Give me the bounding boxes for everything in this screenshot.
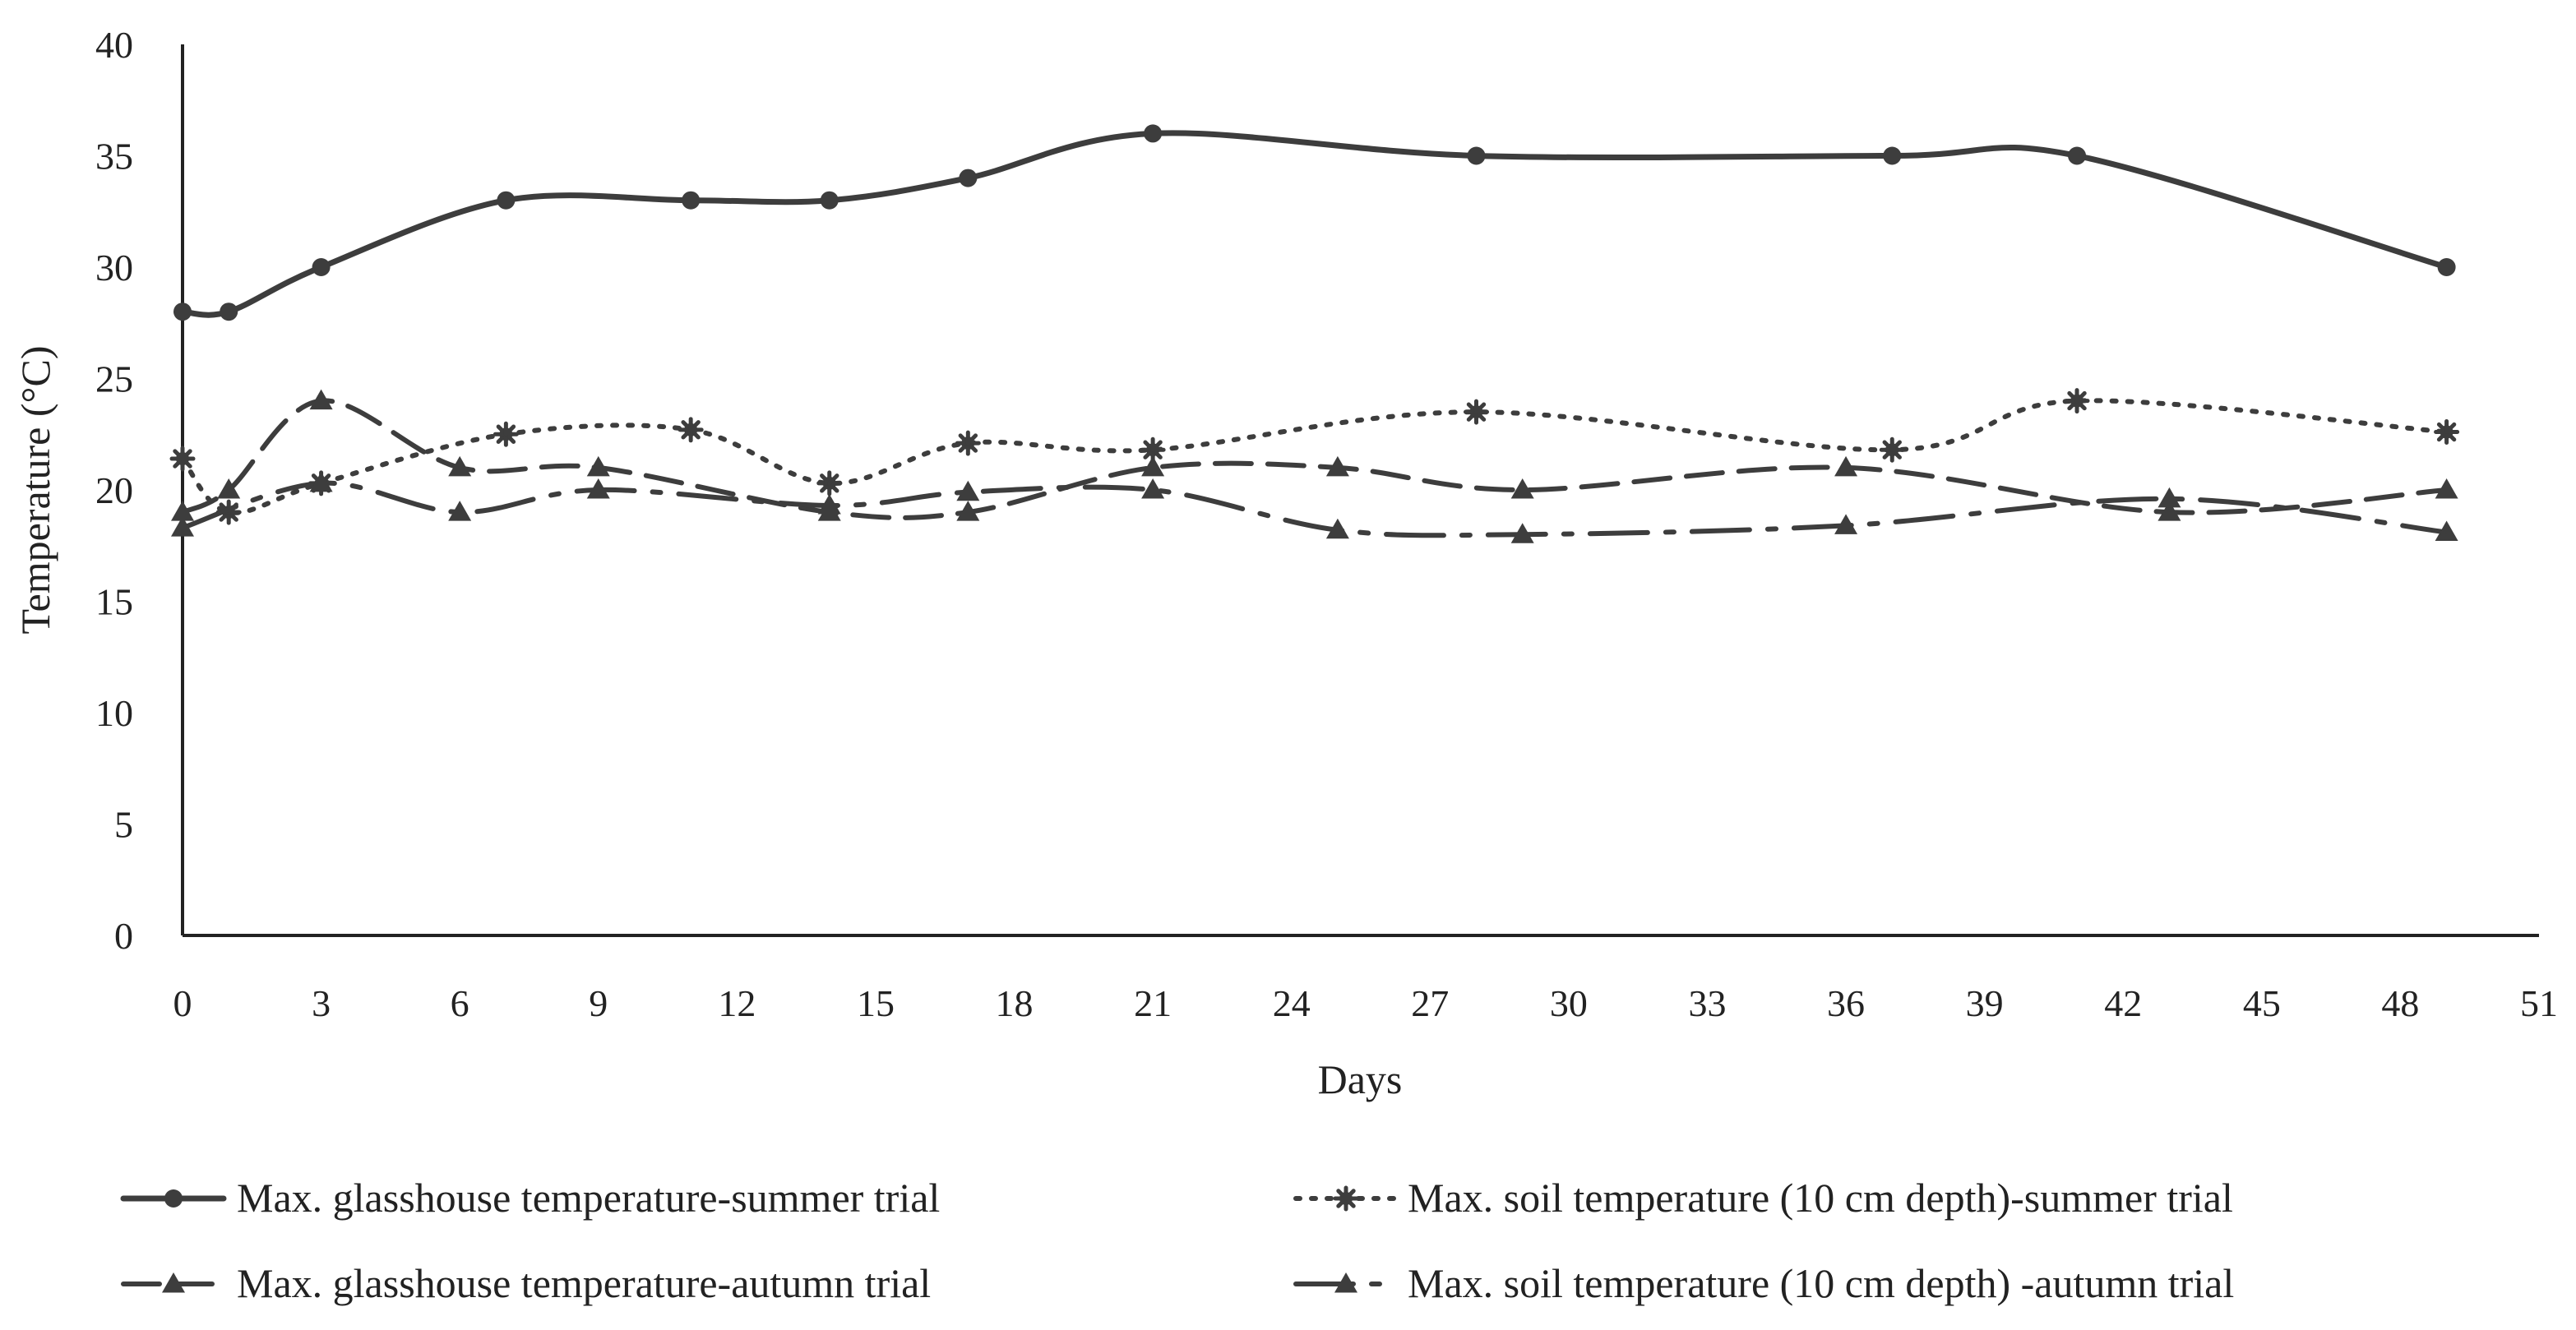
- data-point-glasshouse-summer: [497, 191, 516, 210]
- data-point-glasshouse-summer: [1467, 146, 1486, 165]
- y-tick-label: 15: [95, 581, 133, 623]
- legend-label-soil-autumn: Max. soil temperature (10 cm depth) -aut…: [1408, 1260, 2234, 1306]
- series-layer: [169, 124, 2460, 543]
- data-point-glasshouse-summer: [682, 191, 701, 210]
- x-tick-label: 42: [2104, 982, 2142, 1024]
- data-point-soil-autumn: [1510, 523, 1534, 543]
- data-point-soil-summer: [169, 446, 196, 472]
- data-point-soil-summer: [1140, 436, 1166, 463]
- data-point-soil-summer: [2064, 388, 2090, 414]
- data-point-soil-autumn: [2157, 487, 2181, 508]
- data-point-glasshouse-autumn: [2435, 478, 2458, 499]
- legend-label-soil-summer: Max. soil temperature (10 cm depth)-summ…: [1408, 1175, 2233, 1221]
- y-tick-label: 30: [95, 247, 133, 289]
- data-point-glasshouse-autumn: [448, 455, 472, 477]
- series-glasshouse-summer: [173, 124, 2456, 321]
- y-tick-label: 35: [95, 136, 133, 178]
- legend-marker-soil-summer: [1333, 1185, 1359, 1212]
- data-point-glasshouse-summer: [2068, 146, 2087, 165]
- data-point-glasshouse-summer: [959, 169, 978, 187]
- data-point-soil-autumn: [956, 480, 980, 501]
- series-line-soil-summer: [180, 398, 2449, 515]
- x-tick-label: 0: [173, 982, 192, 1024]
- data-point-glasshouse-autumn: [1834, 455, 1858, 477]
- legend-item-soil-summer: Max. soil temperature (10 cm depth)-summ…: [1293, 1175, 2233, 1221]
- y-tick-label: 25: [95, 358, 133, 400]
- data-point-glasshouse-summer: [2437, 258, 2456, 276]
- data-point-soil-summer: [816, 470, 843, 496]
- data-point-glasshouse-autumn: [171, 501, 194, 521]
- legend-label-glasshouse-summer: Max. glasshouse temperature-summer trial: [237, 1175, 940, 1221]
- legend-marker-soil-autumn: [1334, 1272, 1357, 1293]
- x-tick-label: 18: [996, 982, 1034, 1024]
- axes: [181, 44, 2539, 937]
- data-point-glasshouse-summer: [1883, 146, 1902, 165]
- x-tick-labels: 0 3 6 9 12 15 18 21 24 27 30 33 36 39 42 45 48 51: [173, 982, 2559, 1024]
- x-tick-label: 33: [1688, 982, 1726, 1024]
- y-tick-label: 5: [114, 804, 133, 846]
- x-tick-label: 51: [2520, 982, 2558, 1024]
- x-tick-label: 45: [2243, 982, 2281, 1024]
- y-tick-label: 20: [95, 469, 133, 511]
- data-point-soil-summer: [955, 430, 981, 456]
- series-line-glasshouse-autumn: [180, 398, 2449, 520]
- x-tick-label: 27: [1411, 982, 1449, 1024]
- data-point-glasshouse-autumn: [2157, 501, 2181, 521]
- series-soil-autumn: [171, 471, 2458, 543]
- x-tick-label: 30: [1550, 982, 1588, 1024]
- legend-label-glasshouse-autumn: Max. glasshouse temperature-autumn trial: [237, 1260, 931, 1306]
- x-tick-label: 9: [589, 982, 608, 1024]
- x-axis-title: Days: [1318, 1056, 1403, 1102]
- data-point-soil-autumn: [817, 493, 841, 515]
- data-point-soil-summer: [2434, 419, 2460, 446]
- y-axis-title: Temperature (°C): [12, 345, 58, 634]
- x-tick-label: 24: [1273, 982, 1311, 1024]
- data-point-soil-autumn: [171, 516, 194, 537]
- data-point-soil-autumn: [448, 501, 472, 521]
- x-tick-label: 48: [2381, 982, 2419, 1024]
- data-point-glasshouse-summer: [820, 191, 839, 210]
- data-point-soil-summer: [678, 417, 704, 443]
- legend-item-glasshouse-autumn: Max. glasshouse temperature-autumn trial: [121, 1260, 931, 1306]
- data-point-glasshouse-autumn: [1325, 455, 1349, 477]
- x-tick-label: 39: [1966, 982, 2004, 1024]
- data-point-soil-summer: [1463, 399, 1489, 425]
- data-point-soil-autumn: [1834, 514, 1858, 534]
- x-tick-label: 36: [1827, 982, 1865, 1024]
- x-tick-label: 6: [451, 982, 469, 1024]
- data-point-glasshouse-autumn: [586, 455, 610, 477]
- legend-item-soil-autumn: Max. soil temperature (10 cm depth) -aut…: [1293, 1260, 2234, 1306]
- series-line-soil-autumn: [180, 480, 2449, 538]
- data-point-soil-summer: [1879, 436, 1905, 463]
- data-point-glasshouse-autumn: [217, 478, 241, 499]
- data-point-glasshouse-summer: [173, 302, 192, 321]
- data-point-soil-autumn: [586, 478, 610, 499]
- data-point-soil-autumn: [1325, 518, 1349, 539]
- data-point-glasshouse-autumn: [1510, 478, 1534, 499]
- x-tick-label: 3: [312, 982, 331, 1024]
- x-tick-label: 15: [857, 982, 895, 1024]
- data-point-glasshouse-summer: [312, 258, 331, 276]
- data-point-soil-autumn: [2435, 520, 2458, 541]
- series-line-glasshouse-summer: [179, 130, 2450, 318]
- data-point-glasshouse-autumn: [1141, 455, 1165, 477]
- y-tick-label: 10: [95, 692, 133, 734]
- legend-item-glasshouse-summer: Max. glasshouse temperature-summer trial: [120, 1175, 940, 1221]
- y-tick-label: 40: [95, 24, 133, 66]
- data-point-glasshouse-summer: [220, 302, 238, 321]
- data-point-glasshouse-autumn: [956, 501, 980, 521]
- data-point-glasshouse-autumn: [309, 389, 333, 410]
- data-point-soil-summer: [493, 421, 519, 447]
- data-point-glasshouse-summer: [1144, 124, 1163, 143]
- legend: Max. glasshouse temperature-summer trial…: [120, 1175, 2234, 1306]
- data-point-soil-autumn: [309, 471, 333, 492]
- legend-marker-glasshouse-summer: [164, 1189, 183, 1208]
- x-tick-label: 21: [1134, 982, 1172, 1024]
- y-tick-labels: 0 5 10 15 20 25 30 35 40: [95, 24, 133, 957]
- legend-marker-glasshouse-autumn: [162, 1272, 185, 1293]
- data-point-soil-autumn: [1141, 478, 1165, 499]
- x-tick-label: 12: [718, 982, 756, 1024]
- y-tick-label: 0: [114, 915, 133, 957]
